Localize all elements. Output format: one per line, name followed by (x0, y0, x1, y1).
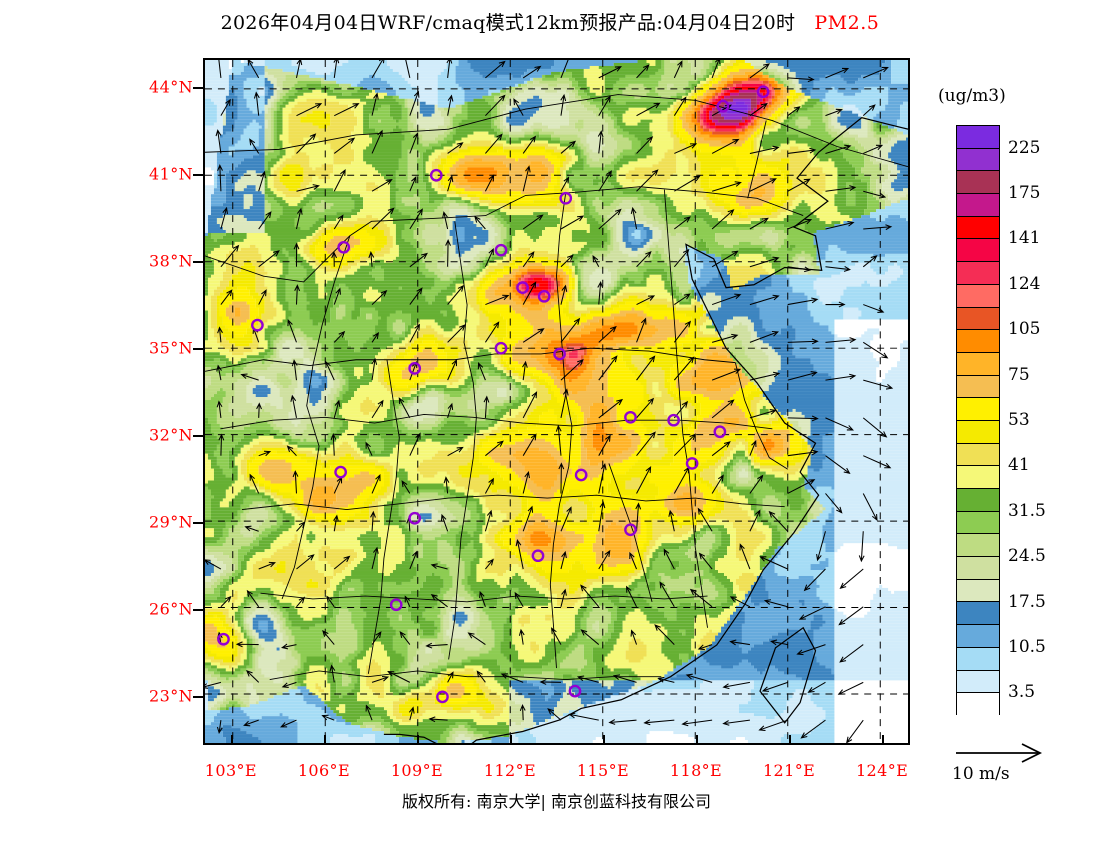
colorbar-band[interactable] (957, 330, 999, 353)
lat-tick-label: 38°N (149, 251, 193, 271)
wind-scale-key: 10 m/s (952, 742, 1082, 790)
colorbar-tick-label: 10.5 (1008, 636, 1046, 657)
arrow-right-icon (956, 743, 1043, 763)
lat-tick-label: 44°N (149, 77, 193, 97)
colorbar-tick-label: 175 (1008, 183, 1041, 204)
colorbar-band[interactable] (957, 647, 999, 671)
lon-tick (882, 735, 885, 745)
colorbar[interactable] (956, 125, 1000, 716)
title-species-text: PM2.5 (814, 12, 880, 34)
map-canvas (205, 60, 908, 743)
lon-tick-label: 106°E (297, 761, 351, 780)
lat-tick (193, 260, 203, 263)
colorbar-tick-label: 75 (1008, 364, 1030, 385)
colorbar-band[interactable] (957, 126, 999, 149)
lon-tick (789, 735, 792, 745)
colorbar-band[interactable] (957, 443, 999, 467)
colorbar-band[interactable] (957, 375, 999, 399)
lat-tick (193, 521, 203, 524)
colorbar-band[interactable] (957, 239, 999, 263)
colorbar-tick-label: 141 (1008, 228, 1041, 249)
colorbar-band[interactable] (957, 194, 999, 217)
colorbar-band[interactable] (957, 602, 999, 626)
colorbar-tick-label: 3.5 (1008, 682, 1036, 703)
lat-tick (193, 695, 203, 698)
colorbar-band[interactable] (957, 420, 999, 444)
colorbar-unit-label: (ug/m3) (938, 86, 1006, 106)
lat-tick (193, 434, 203, 437)
lat-tick-label: 41°N (149, 164, 193, 184)
lat-tick-label: 23°N (149, 686, 193, 706)
colorbar-tick-label: 124 (1008, 273, 1041, 294)
colorbar-band[interactable] (957, 557, 999, 580)
colorbar-band[interactable] (957, 284, 999, 308)
lon-tick-label: 112°E (483, 761, 537, 780)
longitude-axis: 103°E 106°E 109°E 112°E 115°E 118°E 121°E 124°E (203, 735, 910, 795)
colorbar-tick-label: 31.5 (1008, 500, 1046, 521)
colorbar-band[interactable] (957, 307, 999, 331)
colorbar-tick-label: 41 (1008, 455, 1030, 476)
colorbar-band[interactable] (957, 171, 999, 195)
lon-tick (323, 735, 326, 745)
lon-tick-label: 103°E (204, 761, 258, 780)
lat-tick (193, 608, 203, 611)
colorbar-band[interactable] (957, 352, 999, 376)
colorbar-band[interactable] (957, 262, 999, 285)
colorbar-band[interactable] (957, 625, 999, 648)
lat-tick-label: 29°N (149, 512, 193, 532)
lon-tick-label: 121°E (762, 761, 816, 780)
lat-tick-label: 26°N (149, 599, 193, 619)
colorbar-tick-label: 53 (1008, 410, 1030, 430)
colorbar-band[interactable] (957, 466, 999, 489)
lon-tick-label: 115°E (576, 761, 630, 780)
colorbar-band[interactable] (957, 511, 999, 535)
colorbar-band[interactable] (957, 670, 999, 694)
colorbar-band[interactable] (957, 148, 999, 172)
lon-tick (509, 735, 512, 745)
lat-tick-label: 32°N (149, 425, 193, 445)
lat-tick (193, 347, 203, 350)
lon-tick-label: 109°E (390, 761, 444, 780)
colorbar-tick-label: 17.5 (1008, 591, 1046, 612)
colorbar-band[interactable] (957, 579, 999, 603)
lat-tick (193, 86, 203, 89)
map-plot-frame[interactable] (203, 58, 910, 745)
lon-tick-label: 124°E (855, 761, 909, 780)
lat-tick (193, 173, 203, 176)
latitude-axis: 44°N 41°N 38°N 35°N 32°N 29°N 26°N 23°N (105, 58, 203, 745)
colorbar-tick-label: 225 (1008, 137, 1041, 158)
colorbar-band[interactable] (957, 398, 999, 421)
title-main-text: 2026年04月04日WRF/cmaq模式12km预报产品:04月04日20时 (220, 12, 796, 34)
colorbar-band[interactable] (957, 489, 999, 512)
lon-tick (603, 735, 605, 745)
colorbar-tick-label: 105 (1008, 319, 1041, 340)
colorbar-tick-label: 24.5 (1008, 546, 1046, 567)
colorbar-band[interactable] (957, 216, 999, 240)
lon-tick (696, 735, 699, 745)
page-title: 2026年04月04日WRF/cmaq模式12km预报产品:04月04日20时 … (0, 8, 1100, 35)
colorbar-band[interactable] (957, 534, 999, 558)
lat-tick-label: 35°N (149, 338, 193, 358)
lon-tick-label: 118°E (669, 761, 723, 780)
lon-tick (230, 735, 233, 745)
colorbar-band[interactable] (957, 693, 999, 716)
wind-scale-label: 10 m/s (952, 764, 1010, 784)
lon-tick (416, 735, 419, 745)
copyright-text: 版权所有: 南京大学| 南京创蓝科技有限公司 (402, 792, 711, 811)
